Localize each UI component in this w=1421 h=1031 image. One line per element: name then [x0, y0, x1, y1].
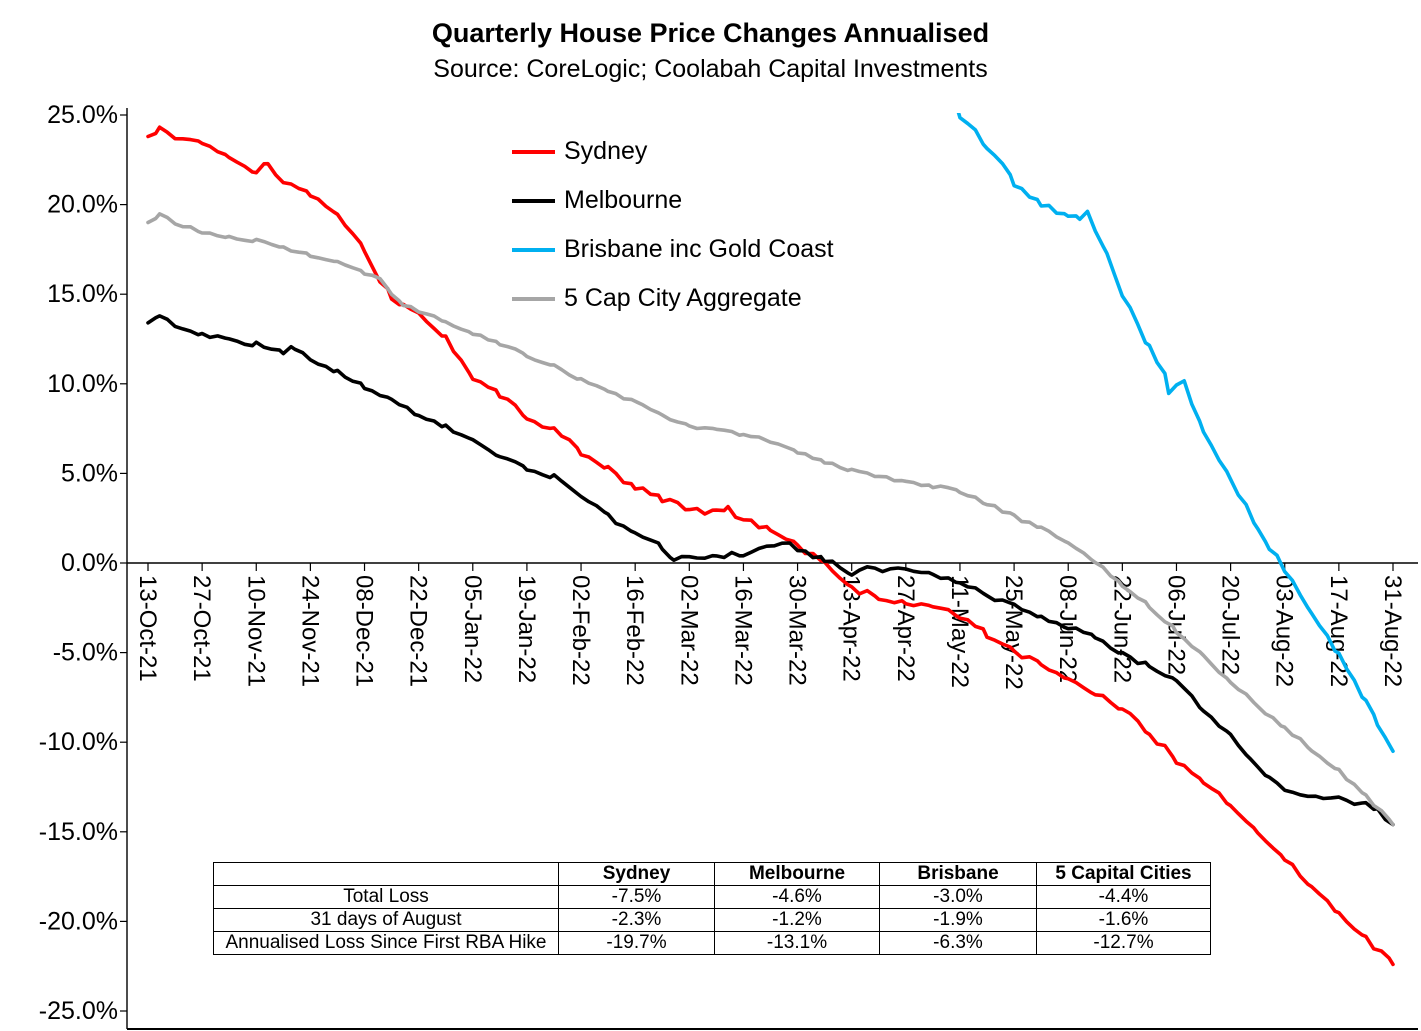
- series-line-sydney: [146, 125, 1395, 967]
- y-axis-tick-label: -25.0%: [39, 997, 118, 1025]
- x-axis-tick-label: 22-Dec-21: [405, 575, 432, 687]
- x-axis-tick-label: 02-Mar-22: [675, 575, 702, 686]
- x-axis-tick-label: 20-Jul-22: [1217, 575, 1244, 675]
- x-axis-tick-label: 16-Mar-22: [729, 575, 756, 686]
- y-axis-labels: 25.0% 20.0% 15.0% 10.0% 5.0% 0.0% -5.0% -10.0% -…: [39, 101, 118, 1025]
- legend-label: Brisbane inc Gold Coast: [564, 235, 834, 263]
- x-axis-tick-label: 03-Aug-22: [1271, 575, 1298, 687]
- y-axis-tick-label: 25.0%: [47, 101, 118, 129]
- x-axis-tick-label: 30-Mar-22: [784, 575, 811, 686]
- table-row-label: Total Loss: [213, 885, 559, 909]
- legend-label: Melbourne: [564, 186, 683, 214]
- y-axis-tick-label: 0.0%: [61, 549, 118, 577]
- table-header-cell: Brisbane: [879, 862, 1037, 886]
- chart-subtitle: Source: CoreLogic; Coolabah Capital Inve…: [433, 55, 988, 83]
- series-lines: [146, 113, 1395, 967]
- y-axis-tick-label: 5.0%: [61, 459, 118, 487]
- table-header-cell: [213, 862, 559, 886]
- table-value-cell: -12.7%: [1036, 931, 1211, 955]
- x-axis-tick-label: 25-May-22: [1000, 575, 1027, 690]
- table-header-cell: Melbourne: [714, 862, 880, 886]
- legend-line-swatch: [512, 198, 555, 203]
- table-value-cell: -19.7%: [558, 931, 715, 955]
- table-value-cell: -2.3%: [558, 908, 715, 932]
- series-line-5-cap-city-aggregate: [146, 212, 1395, 827]
- series-line-melbourne: [146, 314, 1395, 827]
- x-axis-tick-label: 24-Nov-21: [296, 575, 323, 687]
- y-axis-tick-label: -20.0%: [39, 907, 118, 935]
- x-axis-tick-label: 13-Oct-21: [134, 575, 161, 682]
- table-row-label: 31 days of August: [213, 908, 559, 932]
- table-value-cell: -7.5%: [558, 885, 715, 909]
- x-axis-tick-label: 27-Oct-21: [188, 575, 215, 682]
- x-axis-tick-label: 11-May-22: [946, 575, 973, 688]
- y-axis-tick-label: -15.0%: [39, 818, 118, 846]
- y-axis-tick-label: 20.0%: [47, 191, 118, 219]
- y-axis-tick-label: 15.0%: [47, 280, 118, 308]
- x-axis-tick-label: 19-Jan-22: [513, 575, 540, 683]
- table-value-cell: -1.2%: [714, 908, 880, 932]
- x-axis-tick-label: 27-Apr-22: [892, 575, 919, 682]
- legend-line-swatch: [512, 149, 555, 154]
- y-axis-tick-label: -5.0%: [53, 639, 118, 667]
- table-value-cell: -1.6%: [1036, 908, 1211, 932]
- x-axis-tick-label: 16-Feb-22: [621, 575, 648, 686]
- legend-line-swatch: [512, 296, 555, 301]
- x-axis-tick-label: 31-Aug-22: [1379, 575, 1406, 687]
- table-value-cell: -6.3%: [879, 931, 1037, 955]
- table-value-cell: -3.0%: [879, 885, 1037, 909]
- table-row-label: Annualised Loss Since First RBA Hike: [213, 931, 559, 955]
- legend-item-sydney: Sydney: [512, 127, 834, 176]
- table-header-row: Sydney Melbourne Brisbane 5 Capital Cities: [213, 862, 1211, 886]
- table-value-cell: -4.6%: [714, 885, 880, 909]
- x-axis-tick-label: 05-Jan-22: [459, 575, 486, 683]
- legend-label: 5 Cap City Aggregate: [564, 284, 802, 312]
- table-value-cell: -4.4%: [1036, 885, 1211, 909]
- legend-item-5-cap-city-aggregate: 5 Cap City Aggregate: [512, 274, 834, 323]
- x-axis-labels: 13-Oct-21 27-Oct-21 10-Nov-21 24-Nov-21 08-D…: [134, 575, 1406, 690]
- x-axis-tick-label: 10-Nov-21: [242, 575, 269, 687]
- table-row: Total Loss -7.5% -4.6% -3.0% -4.4%: [213, 885, 1211, 909]
- x-axis-tick-label: 08-Dec-21: [351, 575, 378, 687]
- chart-legend: Sydney Melbourne Brisbane inc Gold Coast 5 …: [512, 127, 834, 323]
- summary-table: Sydney Melbourne Brisbane 5 Capital Cities T…: [213, 862, 1211, 955]
- y-axis-tick-label: -10.0%: [39, 728, 118, 756]
- table-row: Annualised Loss Since First RBA Hike -19.…: [213, 931, 1211, 955]
- legend-item-brisbane-inc-gold-coast: Brisbane inc Gold Coast: [512, 225, 834, 274]
- table-header-cell: 5 Capital Cities: [1036, 862, 1211, 886]
- series-line-brisbane-inc-gold-coast: [956, 113, 1395, 753]
- table-header-cell: Sydney: [558, 862, 715, 886]
- legend-line-swatch: [512, 247, 555, 252]
- x-axis-tick-label: 06-Jul-22: [1162, 575, 1189, 675]
- y-axis-tick-label: 10.0%: [47, 370, 118, 398]
- x-axis-tick-label: 13-Apr-22: [838, 575, 865, 682]
- legend-label: Sydney: [564, 137, 648, 165]
- table-value-cell: -13.1%: [714, 931, 880, 955]
- axes: [120, 108, 1418, 1030]
- table-value-cell: -1.9%: [879, 908, 1037, 932]
- legend-item-melbourne: Melbourne: [512, 176, 834, 225]
- table-row: 31 days of August -2.3% -1.2% -1.9% -1.6%: [213, 908, 1211, 932]
- x-axis-tick-label: 02-Feb-22: [567, 575, 594, 686]
- chart-title: Quarterly House Price Changes Annualised: [431, 18, 990, 48]
